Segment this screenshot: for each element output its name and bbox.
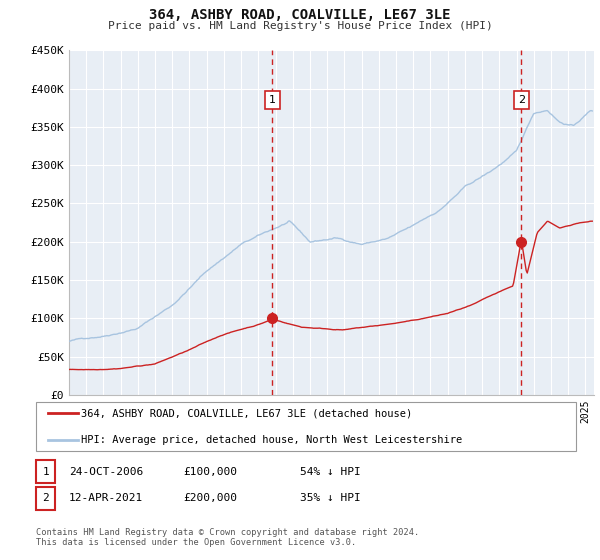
Text: 364, ASHBY ROAD, COALVILLE, LE67 3LE: 364, ASHBY ROAD, COALVILLE, LE67 3LE	[149, 8, 451, 22]
Text: 24-OCT-2006: 24-OCT-2006	[69, 466, 143, 477]
Text: 12-APR-2021: 12-APR-2021	[69, 493, 143, 503]
Text: 54% ↓ HPI: 54% ↓ HPI	[300, 466, 361, 477]
Text: 35% ↓ HPI: 35% ↓ HPI	[300, 493, 361, 503]
Text: Price paid vs. HM Land Registry's House Price Index (HPI): Price paid vs. HM Land Registry's House …	[107, 21, 493, 31]
Text: 2: 2	[518, 95, 525, 105]
Text: Contains HM Land Registry data © Crown copyright and database right 2024.
This d: Contains HM Land Registry data © Crown c…	[36, 528, 419, 547]
Text: 1: 1	[269, 95, 276, 105]
Text: HPI: Average price, detached house, North West Leicestershire: HPI: Average price, detached house, Nort…	[81, 435, 462, 445]
Text: 1: 1	[42, 466, 49, 477]
Text: £200,000: £200,000	[183, 493, 237, 503]
Text: 364, ASHBY ROAD, COALVILLE, LE67 3LE (detached house): 364, ASHBY ROAD, COALVILLE, LE67 3LE (de…	[81, 408, 412, 418]
Text: £100,000: £100,000	[183, 466, 237, 477]
Text: 2: 2	[42, 493, 49, 503]
